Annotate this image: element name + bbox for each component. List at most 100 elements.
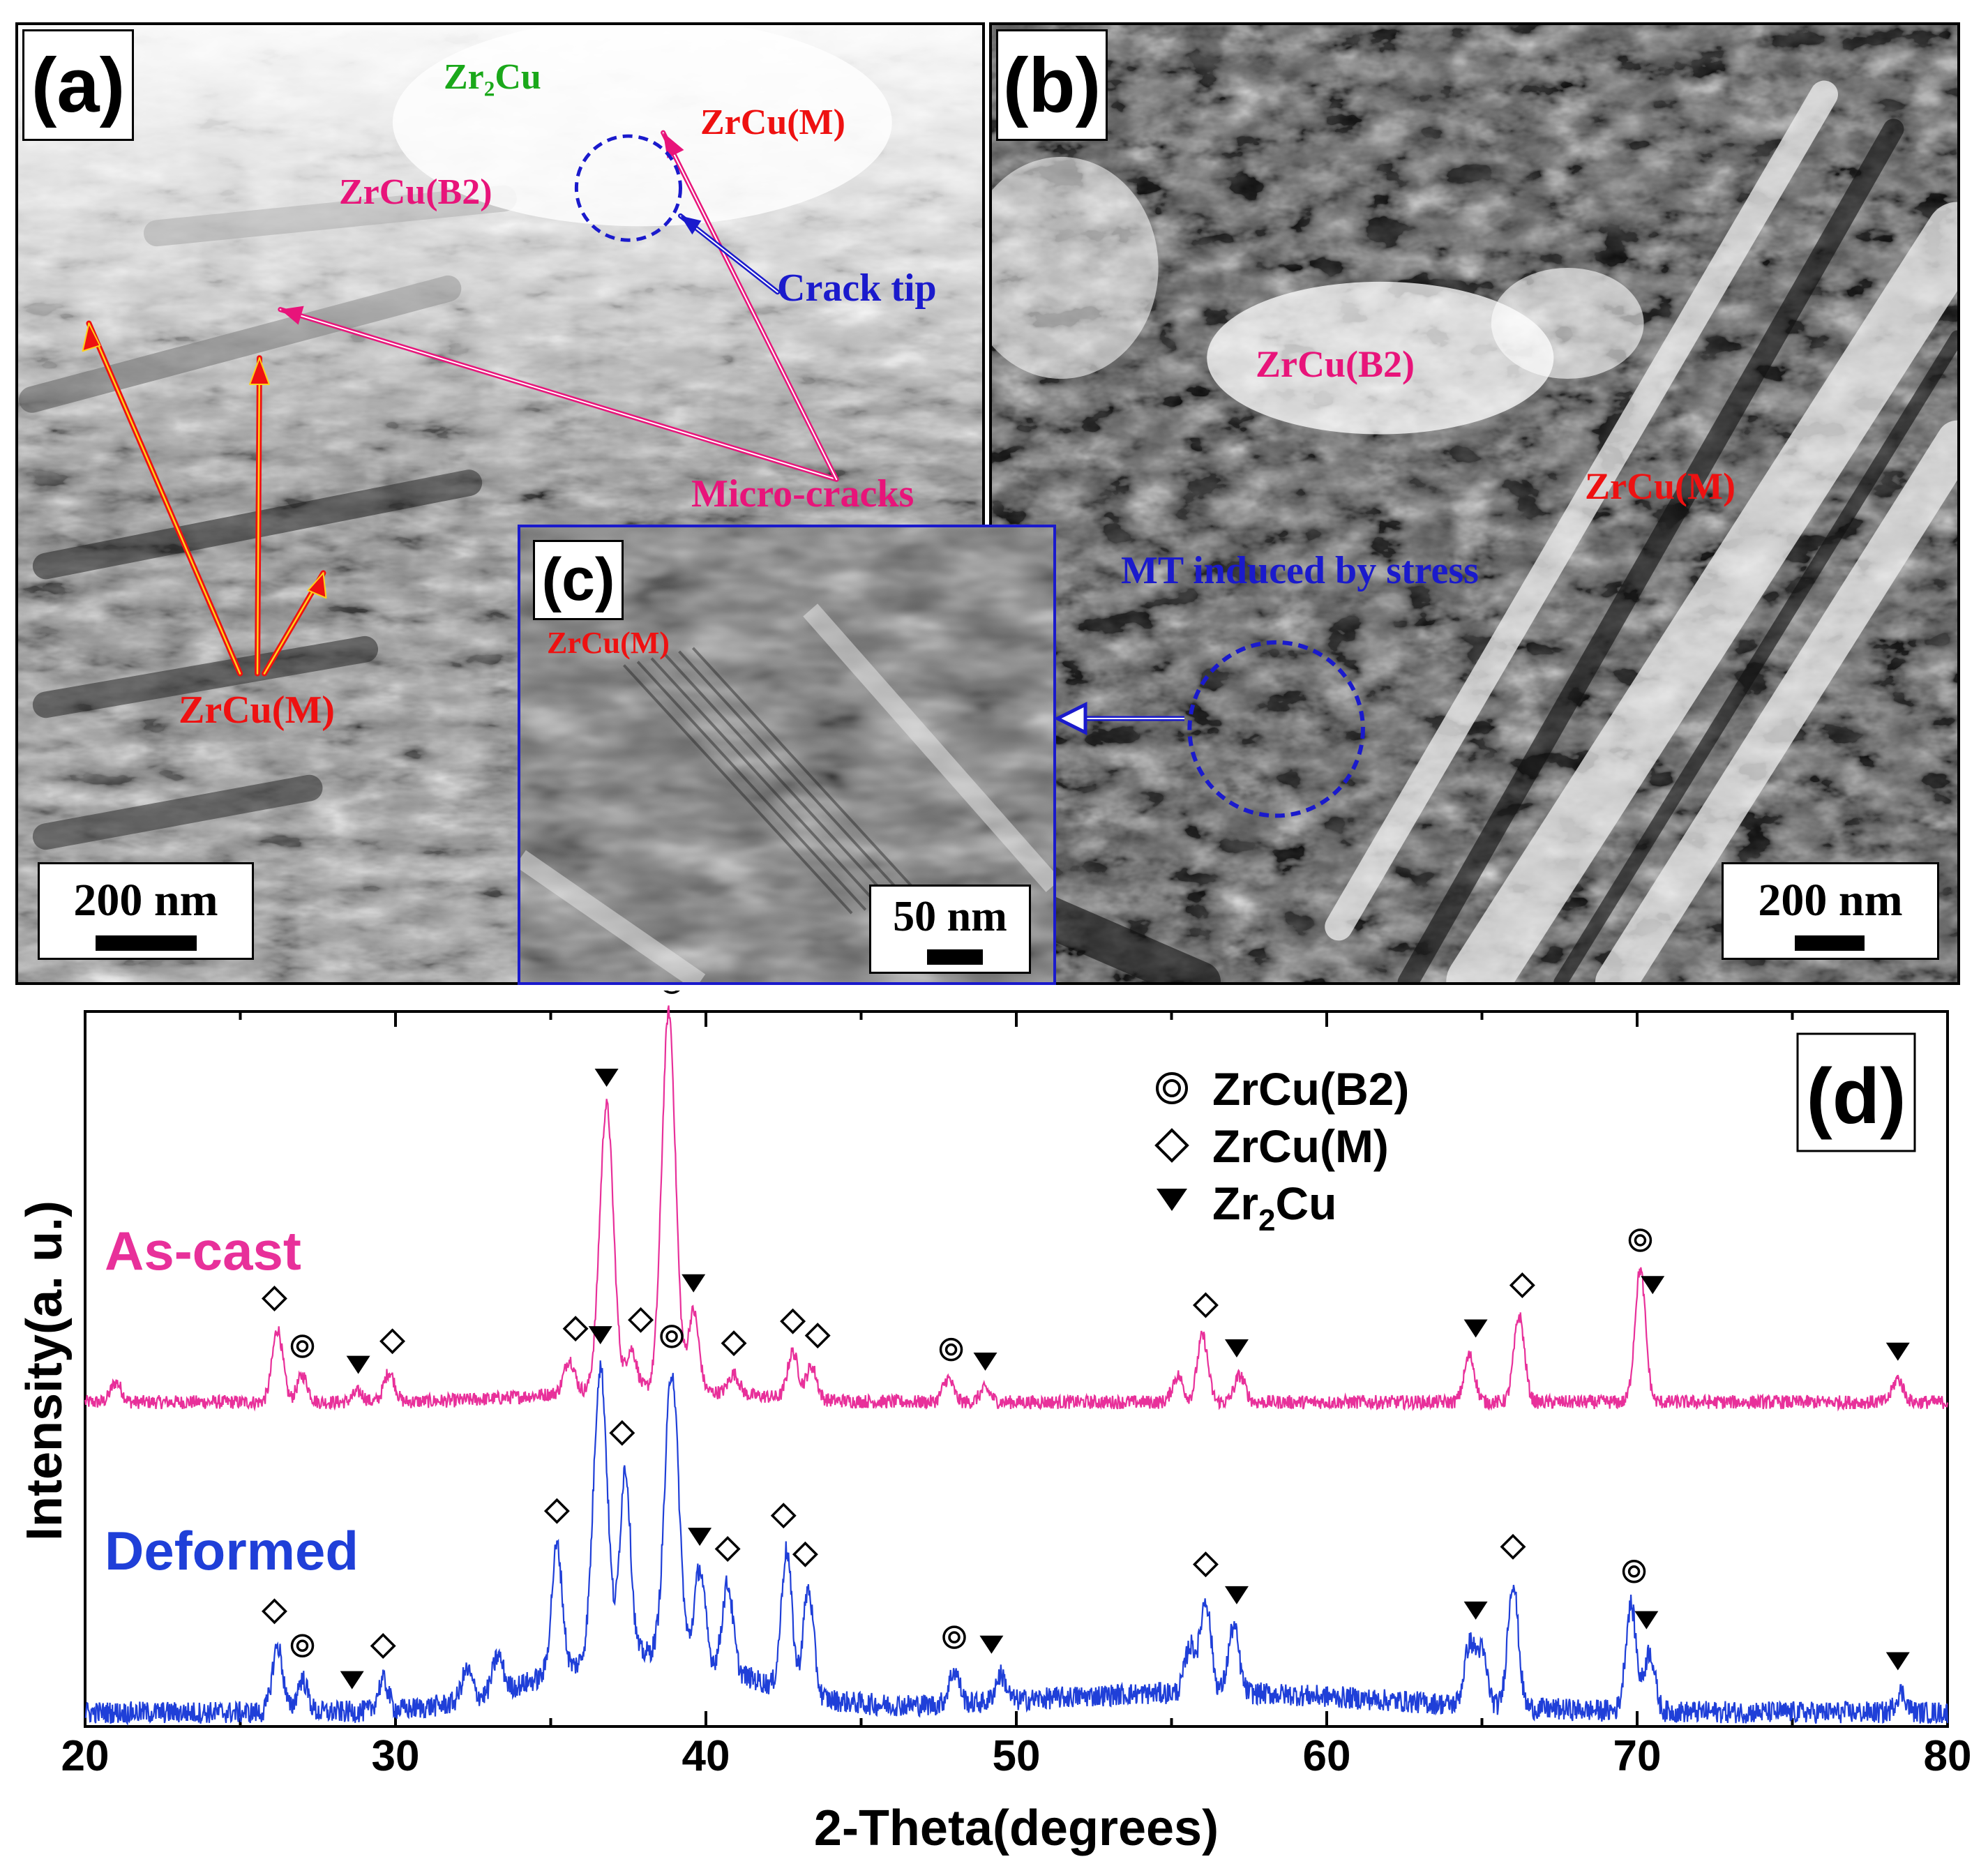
legend-label-zr2cu: Zr2Cu (1212, 1177, 1336, 1237)
legend-label-zrcu-m: ZrCu(M) (1212, 1120, 1389, 1172)
marker-zrcu-m (543, 1498, 570, 1524)
x-tick-label: 50 (993, 1732, 1041, 1780)
scalebar-b-text: 200 nm (1758, 875, 1903, 926)
marker-zrcu-b2 (942, 1625, 966, 1649)
marker-zrcu-b2-inner (944, 1343, 958, 1356)
panel-a: (a) Zr₂Cu ZrCu(M) ZrCu(B2) Crack tip Mic… (15, 22, 985, 985)
scalebar-b-bar (1795, 935, 1865, 951)
scalebar-a: 200 nm (38, 862, 254, 960)
marker-zrcu-m (628, 1307, 654, 1333)
marker-zrcu-m (261, 1598, 287, 1625)
marker-zrcu-b2 (1628, 1228, 1652, 1252)
marker-zr2cu (973, 1352, 997, 1371)
label-zrcu-b2: ZrCu(B2) (339, 172, 492, 212)
scalebar-c-bar (927, 949, 983, 965)
legend-item-zr2cu: Zr2Cu (1157, 1177, 1336, 1237)
marker-zr2cu (588, 1326, 612, 1345)
panel-b-letter: (b) (996, 29, 1108, 141)
label-zr2cu: Zr₂Cu (444, 57, 541, 97)
marker-zr2cu (682, 1274, 706, 1293)
marker-zrcu-m (714, 1536, 741, 1562)
marker-zrcu-m (370, 1633, 396, 1659)
legend-item-zrcu-m: ZrCu(M) (1154, 1120, 1389, 1172)
x-axis-title: 2-Theta(degrees) (814, 1800, 1219, 1856)
marker-zrcu-b2-inner (948, 1631, 961, 1643)
x-tick-label: 30 (372, 1732, 420, 1780)
inset-connector-arrow (1053, 701, 1184, 736)
marker-zr2cu (1885, 1342, 1910, 1361)
marker-zrcu-m (562, 1316, 589, 1342)
marker-zr2cu (979, 1635, 1004, 1654)
marker-zrcu-m (1500, 1533, 1526, 1560)
label-zrcu-m-top: ZrCu(M) (700, 103, 845, 142)
marker-zr2cu (346, 1355, 370, 1374)
panel-a-letter: (a) (22, 29, 134, 141)
marker-zrcu-m (804, 1323, 831, 1349)
series-line-as-cast (84, 1005, 1949, 1412)
label-mt-induced: MT induced by stress (1121, 549, 1479, 592)
marker-zr2cu (1224, 1586, 1249, 1604)
marker-zr2cu (340, 1671, 364, 1690)
tem-micrograph-b (992, 25, 1957, 982)
marker-zr2cu (1641, 1276, 1665, 1295)
marker-zrcu-b2-inner (665, 1330, 678, 1343)
panel-d-letter-box (1796, 1032, 1916, 1152)
marker-zrcu-m (261, 1286, 287, 1311)
marker-zr2cu (1224, 1339, 1249, 1357)
marker-zr2cu (1463, 1601, 1488, 1620)
double-circle-icon (1156, 1072, 1188, 1104)
tem-micrograph-a (18, 25, 982, 982)
label-zrcu-b2-b: ZrCu(B2) (1256, 343, 1415, 385)
series-label-deformed: Deformed (105, 1520, 359, 1581)
marker-zrcu-b2 (660, 1325, 684, 1348)
x-axis: 20 30 40 50 60 70 80 (61, 1011, 1972, 1780)
label-crack-tip: Crack tip (777, 266, 937, 310)
x-tick-label: 80 (1924, 1732, 1972, 1780)
series-line-deformed (84, 1360, 1949, 1726)
marker-zrcu-m (1192, 1551, 1219, 1578)
legend-label-zrcu-b2: ZrCu(B2) (1212, 1063, 1409, 1115)
legend-zr2cu-main: Zr (1212, 1177, 1258, 1229)
marker-zr2cu (1463, 1319, 1488, 1338)
panel-c: (c) ZrCu(M) 50 nm (518, 525, 1056, 985)
marker-zrcu-m (1192, 1292, 1219, 1318)
marker-zrcu-b2-inner (1627, 1565, 1641, 1578)
scalebar-c: 50 nm (869, 885, 1031, 974)
marker-zrcu-b2-inner (296, 1340, 309, 1353)
diamond-icon (1154, 1128, 1189, 1163)
label-zrcu-m-bottom: ZrCu(M) (179, 689, 335, 732)
panel-b: (b) ZrCu(B2) ZrCu(M) MT induced by stres… (989, 22, 1960, 985)
marker-zrcu-m (770, 1503, 797, 1529)
label-micro-cracks: Micro-cracks (691, 472, 914, 516)
down-triangle-icon (1157, 1189, 1187, 1211)
marker-zrcu-m (780, 1308, 806, 1334)
marker-zrcu-m (1509, 1272, 1535, 1298)
marker-zr2cu (688, 1528, 712, 1547)
series-layer (84, 1005, 1949, 1726)
phase-markers (261, 991, 1910, 1690)
marker-zr2cu (1885, 1652, 1910, 1671)
x-tick-label: 20 (61, 1732, 110, 1780)
legend-zr2cu-tail: Cu (1275, 1177, 1336, 1229)
marker-zrcu-m (721, 1330, 747, 1357)
marker-zrcu-b2-inner (1634, 1234, 1647, 1247)
marker-zrcu-m (379, 1328, 406, 1355)
scalebar-a-text: 200 nm (73, 875, 218, 926)
marker-zrcu-m (609, 1420, 635, 1446)
legend-zr2cu-sub: 2 (1258, 1203, 1275, 1237)
x-tick-label: 70 (1613, 1732, 1662, 1780)
marker-zrcu-b2 (663, 991, 680, 994)
panel-c-letter: (c) (533, 540, 624, 620)
legend-item-zrcu-b2: ZrCu(B2) (1156, 1063, 1409, 1115)
panel-d-letter: (d) (1806, 1053, 1906, 1140)
series-label-as-cast: As-cast (105, 1220, 301, 1281)
marker-zrcu-b2 (939, 1337, 963, 1362)
scalebar-a-bar (96, 935, 197, 951)
legend: ZrCu(B2) ZrCu(M) Zr2Cu (1154, 1063, 1409, 1237)
marker-zrcu-b2 (1622, 1560, 1646, 1583)
x-tick-label: 40 (682, 1732, 730, 1780)
label-zrcu-m-c: ZrCu(M) (547, 626, 670, 660)
y-axis-title: Intensity(a. u.) (17, 1201, 73, 1541)
marker-zr2cu (1634, 1611, 1659, 1630)
